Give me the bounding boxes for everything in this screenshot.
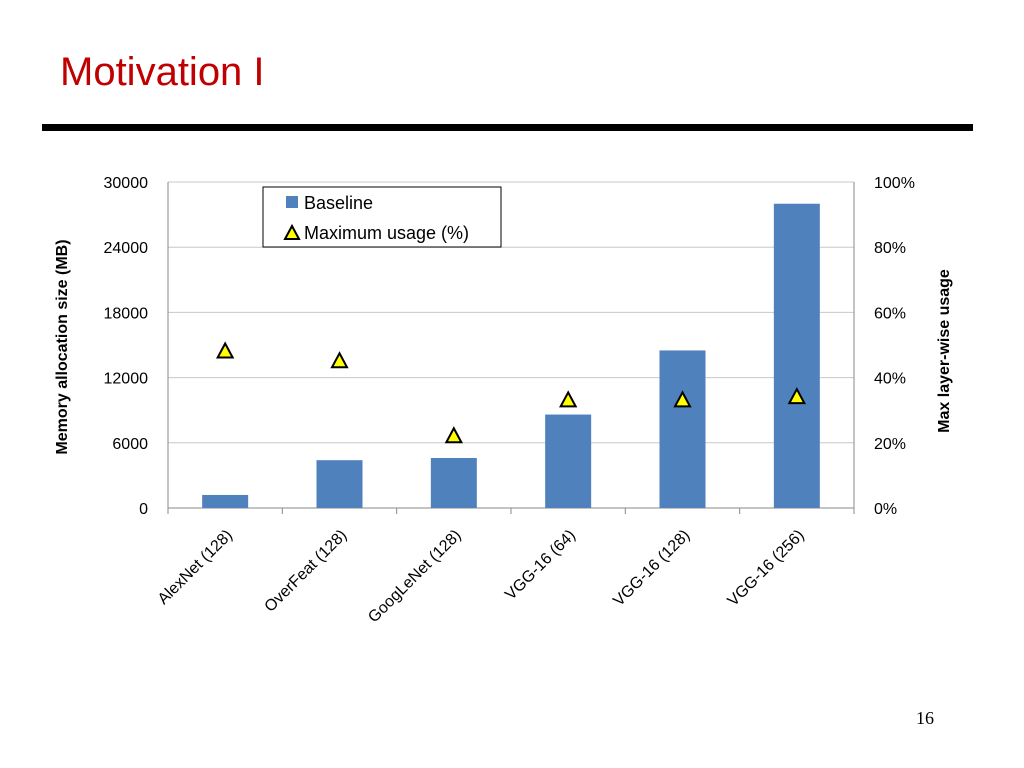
right-axis-ticks: 0% 20% 40% 60% 80% 100% <box>874 175 915 518</box>
slide-title: Motivation I <box>60 50 265 94</box>
bar-baseline <box>659 350 706 508</box>
left-tick-label: 6000 <box>112 436 148 453</box>
bar-baseline <box>545 414 592 508</box>
marker-max-usage <box>673 390 692 408</box>
legend-marker-swatch <box>283 223 301 240</box>
left-tick-label: 18000 <box>104 305 149 322</box>
plot-frame <box>167 182 855 514</box>
left-tick-label: 0 <box>139 501 148 518</box>
right-tick-label: 100% <box>874 175 915 192</box>
right-tick-label: 80% <box>874 240 906 257</box>
right-tick-label: 0% <box>874 501 897 518</box>
category-label: VGG-16 (64) <box>502 527 579 604</box>
right-tick-label: 20% <box>874 436 906 453</box>
right-tick-label: 40% <box>874 371 906 388</box>
category-label: VGG-16 (128) <box>610 527 693 610</box>
legend-bar-swatch <box>286 196 298 208</box>
category-label: AlexNet (128) <box>155 527 236 608</box>
right-axis-title: Max layer-wise usage <box>936 269 953 433</box>
left-tick-label: 12000 <box>104 371 149 388</box>
category-labels: AlexNet (128) OverFeat (128) GoogLeNet (12… <box>155 527 808 626</box>
max-usage-markers <box>215 341 807 444</box>
marker-max-usage <box>330 351 349 369</box>
left-axis-ticks: 0 6000 12000 18000 24000 30000 <box>104 175 149 518</box>
title-divider <box>42 124 973 131</box>
marker-max-usage <box>444 426 464 444</box>
right-tick-label: 60% <box>874 305 906 322</box>
page-number: 16 <box>916 708 934 728</box>
left-tick-label: 24000 <box>104 240 149 257</box>
left-tick-label: 30000 <box>104 175 149 192</box>
bar-baseline <box>316 460 363 508</box>
marker-max-usage <box>787 387 807 405</box>
baseline-bars <box>202 203 820 508</box>
category-label: VGG-16 (256) <box>725 527 808 610</box>
left-axis-title: Memory allocation size (MB) <box>54 239 71 454</box>
bar-baseline <box>430 458 477 508</box>
category-label: OverFeat (128) <box>262 527 351 616</box>
marker-max-usage <box>558 390 578 408</box>
category-label: GoogLeNet (128) <box>365 527 464 626</box>
legend-label-max-usage: Maximum usage (%) <box>304 223 469 243</box>
legend-label-baseline: Baseline <box>304 193 373 213</box>
bar-baseline <box>202 494 249 508</box>
marker-max-usage <box>215 341 235 359</box>
bar-baseline <box>773 203 820 508</box>
legend-box <box>262 186 502 248</box>
legend: Baseline Maximum usage (%) <box>262 186 502 248</box>
